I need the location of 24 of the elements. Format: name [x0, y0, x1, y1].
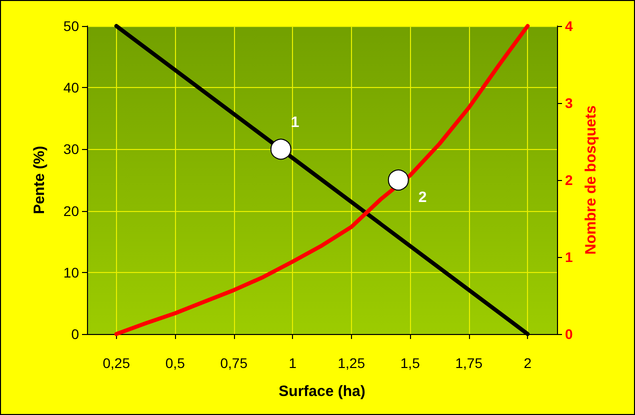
- y2-tick-label: 2: [565, 172, 573, 188]
- y-tick-label: 30: [63, 141, 80, 158]
- x-tick-label: 0,5: [165, 355, 186, 371]
- y-tick-label: 10: [63, 264, 80, 280]
- y-tick-label: 40: [63, 80, 80, 96]
- x-tick-label: 1: [288, 355, 297, 371]
- annotation: 1: [290, 114, 300, 132]
- y-tick-label: 20: [63, 202, 80, 219]
- annotation: 2: [418, 189, 427, 206]
- y-axis-title: Pente (%): [31, 146, 48, 214]
- y2-axis-title: Nombre de bosquets: [582, 105, 600, 255]
- y2-tick-label: 0: [565, 326, 573, 342]
- y-tick-label: 0: [71, 326, 80, 342]
- x-axis-title: Surface (ha): [278, 383, 366, 400]
- y2-tick-label: 1: [565, 249, 573, 265]
- x-tick-label: 0,75: [220, 355, 248, 371]
- y-tick-label: 50: [63, 18, 80, 34]
- x-tick-label: 1,75: [455, 355, 483, 371]
- x-tick-label: 2: [524, 355, 532, 371]
- x-tick-label: 0,25: [102, 355, 130, 371]
- y2-tick-label: 4: [565, 18, 573, 34]
- x-tick-label: 1,25: [338, 355, 366, 371]
- y2-tick-label: 3: [565, 95, 573, 111]
- x-tick-label: 1,5: [400, 355, 420, 371]
